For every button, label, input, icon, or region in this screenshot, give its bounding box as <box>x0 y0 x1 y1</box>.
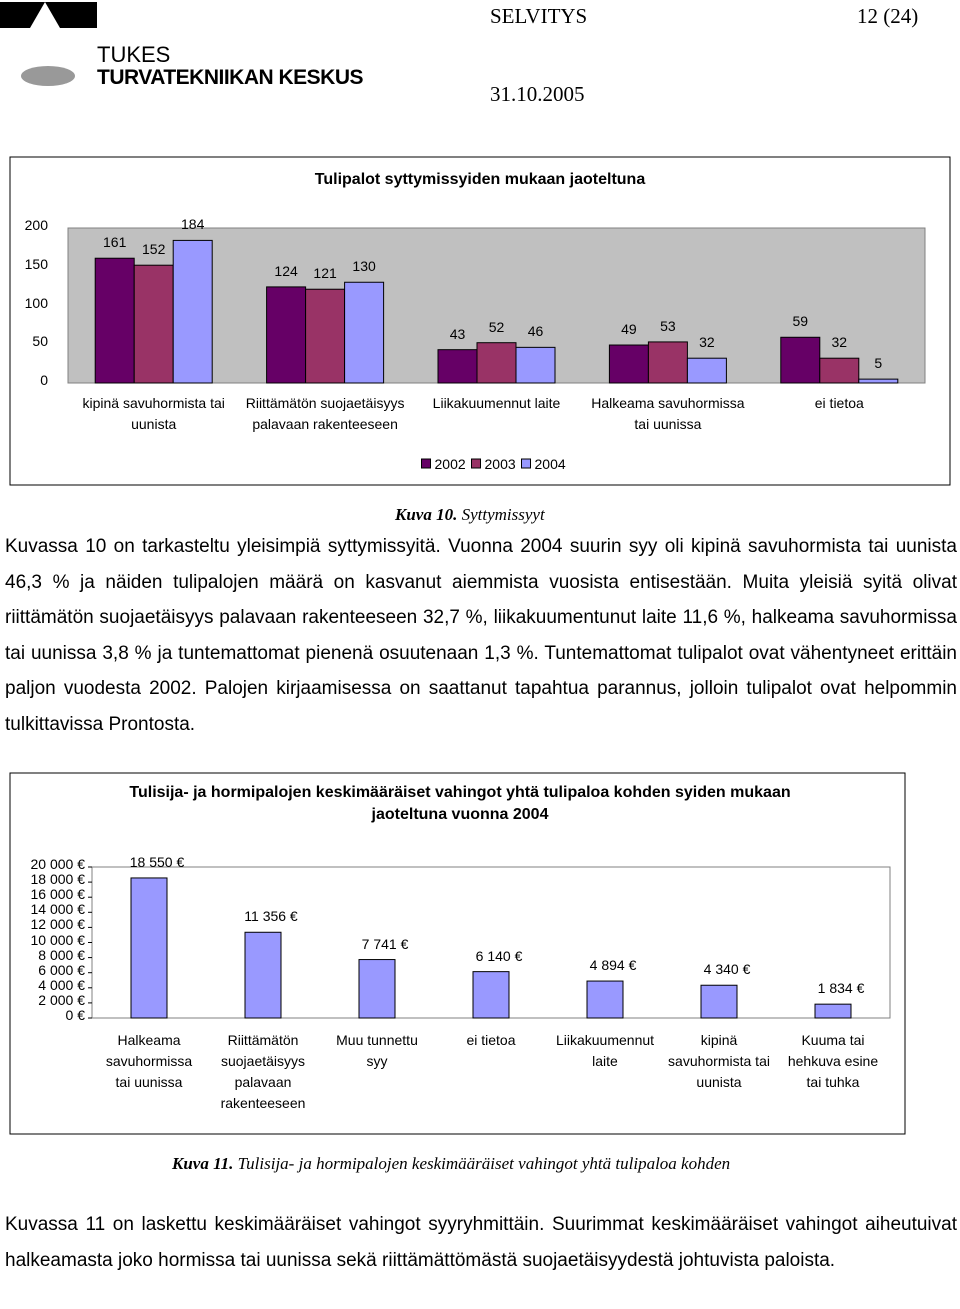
data-label: 43 <box>449 325 466 342</box>
y-tick-label: 150 <box>24 255 48 272</box>
data-label: 46 <box>527 323 544 340</box>
org-short: TUKES <box>97 42 171 67</box>
bar <box>437 349 478 384</box>
legend-swatch <box>521 458 531 469</box>
y-tick-label: 2 000 € <box>38 991 85 1008</box>
y-tick-label: 100 <box>24 294 48 311</box>
data-label: 52 <box>488 318 505 335</box>
legend-label: 2003 <box>484 456 516 472</box>
x-tick-label: ei tietoa <box>466 1032 516 1048</box>
legend-swatch <box>421 458 431 469</box>
y-tick-label: 10 000 € <box>30 931 86 948</box>
bar <box>647 341 688 384</box>
x-tick-label: Riittämätön suojaetäisyys palavaan raken… <box>245 395 405 432</box>
bar <box>515 346 556 384</box>
data-label: 53 <box>660 317 676 334</box>
y-tick-label: 4 000 € <box>38 976 85 993</box>
data-label: 11 356 € <box>244 908 298 925</box>
y-tick-label: 20 000 € <box>30 856 86 872</box>
bar <box>305 288 346 384</box>
bar <box>814 1003 852 1019</box>
legend-label: 2004 <box>534 456 566 472</box>
caption-text: Syttymissyyt <box>461 505 545 524</box>
data-label: 121 <box>313 265 337 282</box>
paragraph: Kuvassa 10 on tarkasteltu yleisimpiä syt… <box>5 536 957 735</box>
data-label: 6 140 € <box>475 947 523 964</box>
bar <box>472 971 510 1019</box>
x-tick-label: Halkeama savuhormissa tai uunissa <box>105 1032 193 1090</box>
data-label: 124 <box>274 262 298 279</box>
data-label: 184 <box>181 216 205 233</box>
y-tick-label: 14 000 € <box>30 901 86 918</box>
data-label: 130 <box>352 258 376 275</box>
page-number: 12 (24) <box>857 4 919 28</box>
bar <box>819 357 860 384</box>
y-tick-label: 18 000 € <box>30 871 86 888</box>
caption: Kuva 10. Syttymissyyt <box>395 505 545 525</box>
bar <box>344 281 385 384</box>
bar <box>700 984 738 1019</box>
data-label: 7 741 € <box>361 935 409 952</box>
chart-title: Tulipalot syttymissyiden mukaan jaoteltu… <box>314 171 646 188</box>
bar <box>780 336 821 384</box>
data-label: 18 550 € <box>129 853 185 870</box>
bar <box>266 286 307 384</box>
data-label: 4 340 € <box>703 961 751 978</box>
doc-type: SELVITYS <box>490 4 588 28</box>
x-tick-label: Liikakuumennut laite <box>555 1032 655 1069</box>
bar <box>476 342 517 384</box>
doc-date: 31.10.2005 <box>490 82 585 106</box>
caption: Kuva 11. Tulisija- ja hormipalojen keski… <box>172 1154 730 1174</box>
bar <box>172 239 213 384</box>
caption-text: Tulisija- ja hormipalojen keskimääräiset… <box>237 1154 731 1173</box>
y-tick-label: 0 <box>40 372 48 388</box>
y-tick-label: 200 <box>24 217 48 233</box>
x-tick-label: kipinä savuhormista tai uunista <box>668 1032 770 1090</box>
x-tick-label: Muu tunnettu syy <box>336 1032 418 1069</box>
x-tick-label: Liikakuumennut laite <box>432 395 561 411</box>
bar <box>608 344 649 384</box>
bar <box>358 959 396 1019</box>
data-label: 1 834 € <box>817 980 865 997</box>
legend-swatch <box>471 458 481 469</box>
bar <box>858 378 899 384</box>
org-long: TURVATEKNIIKAN KESKUS <box>97 66 364 89</box>
y-tick-label: 12 000 € <box>30 916 86 933</box>
data-label: 4 894 € <box>589 957 637 974</box>
x-tick-label: kipinä savuhormista tai uunista <box>82 395 225 432</box>
legend-label: 2002 <box>434 456 466 472</box>
bar <box>686 357 727 384</box>
data-label: 161 <box>103 234 127 251</box>
y-tick-label: 50 <box>32 333 48 350</box>
data-label: 5 <box>874 355 883 372</box>
y-tick-label: 0 € <box>65 1007 85 1023</box>
x-tick-label: Riittämätön suojaetäisyys palavaan raken… <box>220 1032 306 1111</box>
y-tick-label: 8 000 € <box>38 946 85 963</box>
bar <box>130 877 168 1019</box>
caption-label: Kuva 11. <box>172 1154 234 1173</box>
bar <box>244 931 282 1019</box>
chart-title: Tulisija- ja hormipalojen keskimääräiset… <box>129 784 791 823</box>
data-label: 32 <box>699 334 715 351</box>
x-tick-label: ei tietoa <box>814 395 864 411</box>
data-label: 32 <box>831 334 848 351</box>
data-label: 49 <box>621 321 637 338</box>
paragraph: Kuvassa 11 on laskettu keskimääräiset va… <box>5 1214 957 1271</box>
logo-ellipse <box>21 66 75 86</box>
logo-notch <box>30 2 60 28</box>
x-tick-label: Halkeama savuhormissa tai uunissa <box>591 395 745 432</box>
bar <box>94 257 135 384</box>
y-tick-label: 6 000 € <box>38 961 85 978</box>
bar <box>133 264 174 384</box>
x-tick-label: Kuuma tai hehkuva esine tai tuhka <box>787 1032 879 1090</box>
data-label: 152 <box>142 241 166 258</box>
y-tick-label: 16 000 € <box>30 886 86 903</box>
data-label: 59 <box>792 313 809 330</box>
bar <box>586 980 624 1019</box>
caption-label: Kuva 10. <box>395 505 458 524</box>
